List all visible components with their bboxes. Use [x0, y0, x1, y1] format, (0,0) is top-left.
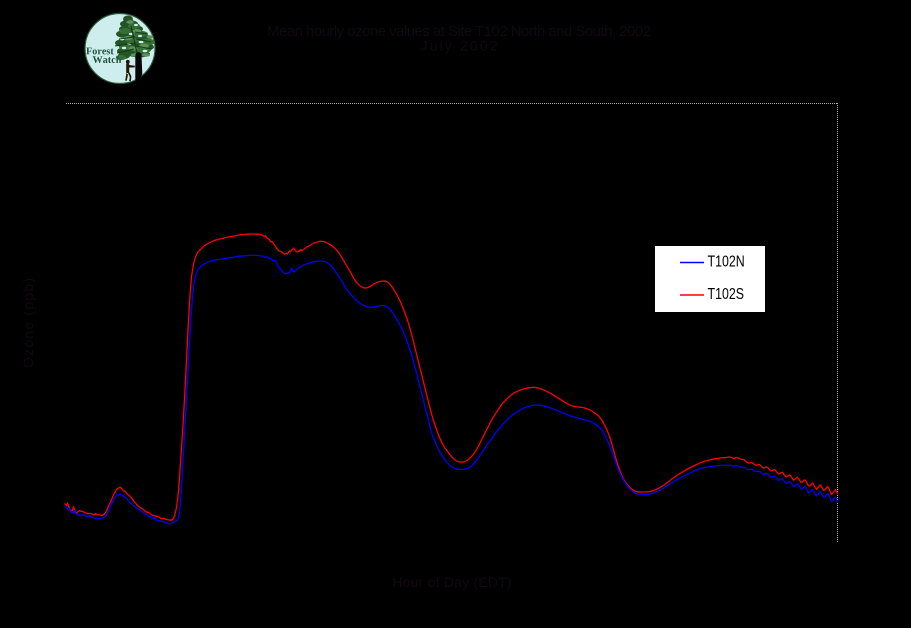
- svg-text:Mean hourly ozone values at Si: Mean hourly ozone values at Site T102 No…: [267, 23, 651, 40]
- svg-text:T102N: T102N: [708, 252, 745, 270]
- svg-text:July 2002: July 2002: [421, 38, 498, 54]
- svg-text:Ozone (ppb): Ozone (ppb): [20, 278, 36, 368]
- svg-text:T102S: T102S: [708, 285, 744, 303]
- svg-text:Hour of Day (EDT): Hour of Day (EDT): [393, 574, 512, 590]
